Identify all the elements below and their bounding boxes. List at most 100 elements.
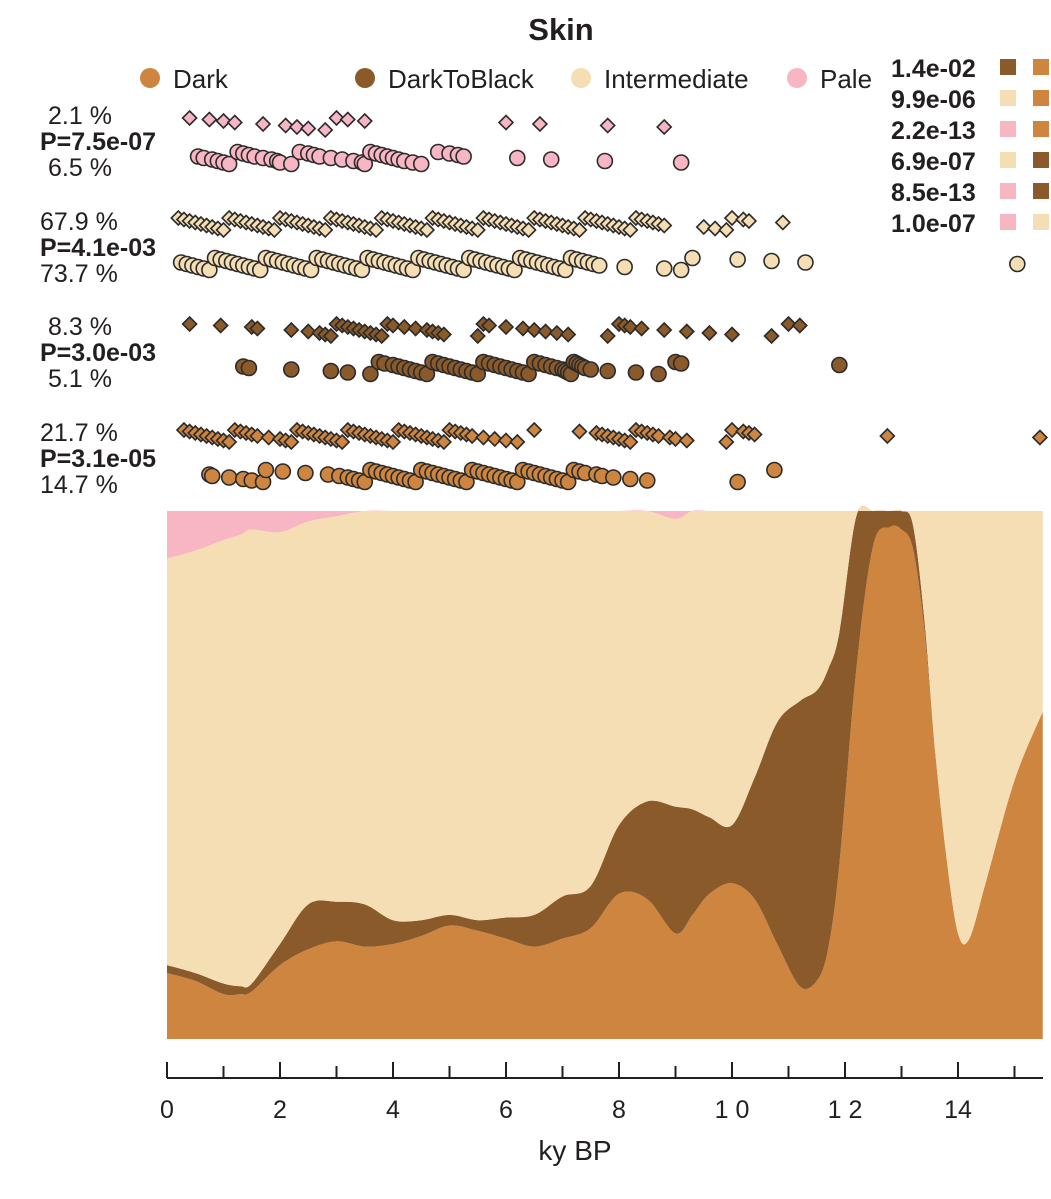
dark-circle-pct: 14.7 %: [40, 471, 118, 499]
pale-diamond-point: [356, 112, 373, 130]
intermediate-circle-point: [655, 260, 673, 277]
legend-marker-pale: [787, 68, 807, 88]
dark-diamond-point: [746, 426, 763, 443]
pale-circle-point: [508, 149, 526, 167]
x-axis: 0 2 4 6 8 1 0 1 2 14 ky BP: [160, 1062, 1043, 1166]
darktoblack-diamond-point: [435, 326, 452, 343]
area-darktoblack: [167, 505, 1043, 996]
darktoblack-diamond-point: [497, 318, 515, 336]
darktoblack-circle-point: [627, 364, 645, 381]
dark-diamond-point: [486, 430, 503, 448]
pair-swatch-a-4: [1000, 152, 1016, 168]
dark-circle-point: [220, 469, 238, 486]
dark-diamond-point: [650, 427, 667, 445]
intermediate-circle-point: [590, 257, 608, 274]
pair-swatch-a-1: [1000, 59, 1016, 75]
darktoblack-diamond-point: [763, 327, 780, 345]
darktoblack-circle-point: [282, 361, 300, 378]
dark-diamond-point: [678, 432, 695, 449]
area-intermediate: [167, 505, 1043, 988]
pale-circle-point: [542, 151, 560, 168]
strip-intermediate: [170, 209, 1026, 279]
darktoblack-diamond-point: [396, 318, 413, 336]
intermediate-diamond-point: [706, 220, 724, 237]
intermediate-diamond-point: [520, 221, 537, 239]
scatter-strips: [170, 109, 1049, 491]
dark-diamond-pct: 21.7 %: [40, 419, 118, 447]
pale-diamond-point: [656, 118, 673, 136]
dark-diamond-point: [723, 421, 741, 439]
pale-diamond-point: [497, 114, 515, 131]
pale-diamond-point: [277, 117, 294, 134]
darktoblack-diamond-point: [322, 327, 339, 345]
dark-circle-point: [605, 469, 622, 486]
intermediate-diamond-point: [622, 221, 639, 239]
legend-label-pale: Pale: [820, 64, 872, 94]
pale-diamond-point: [215, 112, 232, 130]
darktoblack-diamond-point: [599, 327, 616, 345]
pairwise-pvalue-4: 6.9e-07: [891, 148, 976, 176]
dark-diamond-point: [249, 427, 266, 445]
darktoblack-circle-point: [322, 362, 340, 380]
x-tick-label-8: 8: [612, 1096, 626, 1124]
stacked-area-plot: [167, 505, 1043, 1039]
pairwise-swatches: [1000, 59, 1049, 230]
dark-circle-point: [729, 473, 746, 491]
intermediate-diamond-point: [695, 218, 712, 236]
darktoblack-diamond-point: [300, 323, 317, 340]
darktoblack-diamond-point: [384, 317, 402, 334]
strip-darktoblack: [181, 315, 848, 383]
darktoblack-circle-point: [650, 365, 667, 383]
dark-diamond-point: [622, 433, 639, 451]
darktoblack-diamond-point: [723, 326, 741, 343]
intermediate-pvalue: P=4.1e-03: [40, 234, 156, 262]
intermediate-circle-point: [763, 252, 780, 270]
intermediate-diamond-point: [774, 214, 791, 231]
darktoblack-diamond-point: [407, 320, 424, 337]
dark-circle-point: [638, 472, 656, 489]
x-tick-label-10: 1 0: [715, 1096, 750, 1124]
darktoblack-circle-point: [240, 359, 258, 377]
chart-title: Skin: [528, 12, 593, 47]
dark-diamond-point: [667, 430, 684, 448]
pale-circle-point: [220, 155, 238, 173]
darktoblack-diamond-point: [560, 326, 577, 343]
pale-diamond-point: [226, 114, 243, 131]
pale-pvalue: P=7.5e-07: [40, 128, 156, 156]
pale-diamond-point: [599, 117, 616, 134]
darktoblack-pvalue: P=3.0e-03: [40, 339, 156, 367]
intermediate-diamond-point: [266, 221, 283, 239]
darktoblack-diamond-point: [656, 321, 673, 339]
pale-circle-point: [596, 152, 614, 170]
pale-diamond-pct: 2.1 %: [48, 102, 112, 130]
darktoblack-diamond-point: [249, 320, 266, 337]
intermediate-circle-point: [616, 258, 633, 276]
intermediate-circle-point: [729, 251, 746, 268]
dark-diamond-point: [283, 433, 300, 451]
x-axis-ticks: [166, 1062, 1016, 1078]
intermediate-diamond-point: [317, 221, 334, 239]
pair-swatch-b-2: [1033, 90, 1049, 106]
dark-diamond-point: [435, 433, 452, 451]
darktoblack-diamond-point: [212, 317, 229, 334]
pale-diamond-point: [339, 111, 356, 128]
pair-swatch-b-1: [1033, 59, 1049, 75]
darktoblack-circle-point: [339, 364, 357, 381]
darktoblack-circle-pct: 5.1 %: [48, 365, 112, 393]
legend-marker-intermediate: [571, 68, 591, 88]
dark-diamond-point: [463, 427, 481, 445]
legend-label-dark: Dark: [173, 64, 229, 94]
darktoblack-diamond-point: [469, 327, 486, 345]
intermediate-diamond-pct: 67.9 %: [40, 208, 118, 236]
pair-swatch-a-2: [1000, 90, 1016, 106]
pair-swatch-b-5: [1033, 183, 1049, 199]
pair-swatch-b-6: [1033, 214, 1049, 230]
darktoblack-circle-point: [831, 356, 848, 374]
dark-circle-point: [203, 467, 221, 485]
dark-pvalue: P=3.1e-05: [40, 445, 156, 473]
dark-diamond-point: [221, 433, 238, 451]
dark-circle-point: [257, 461, 275, 479]
dark-circle-point: [274, 463, 292, 480]
pairwise-pvalue-5: 8.5e-13: [891, 179, 976, 207]
